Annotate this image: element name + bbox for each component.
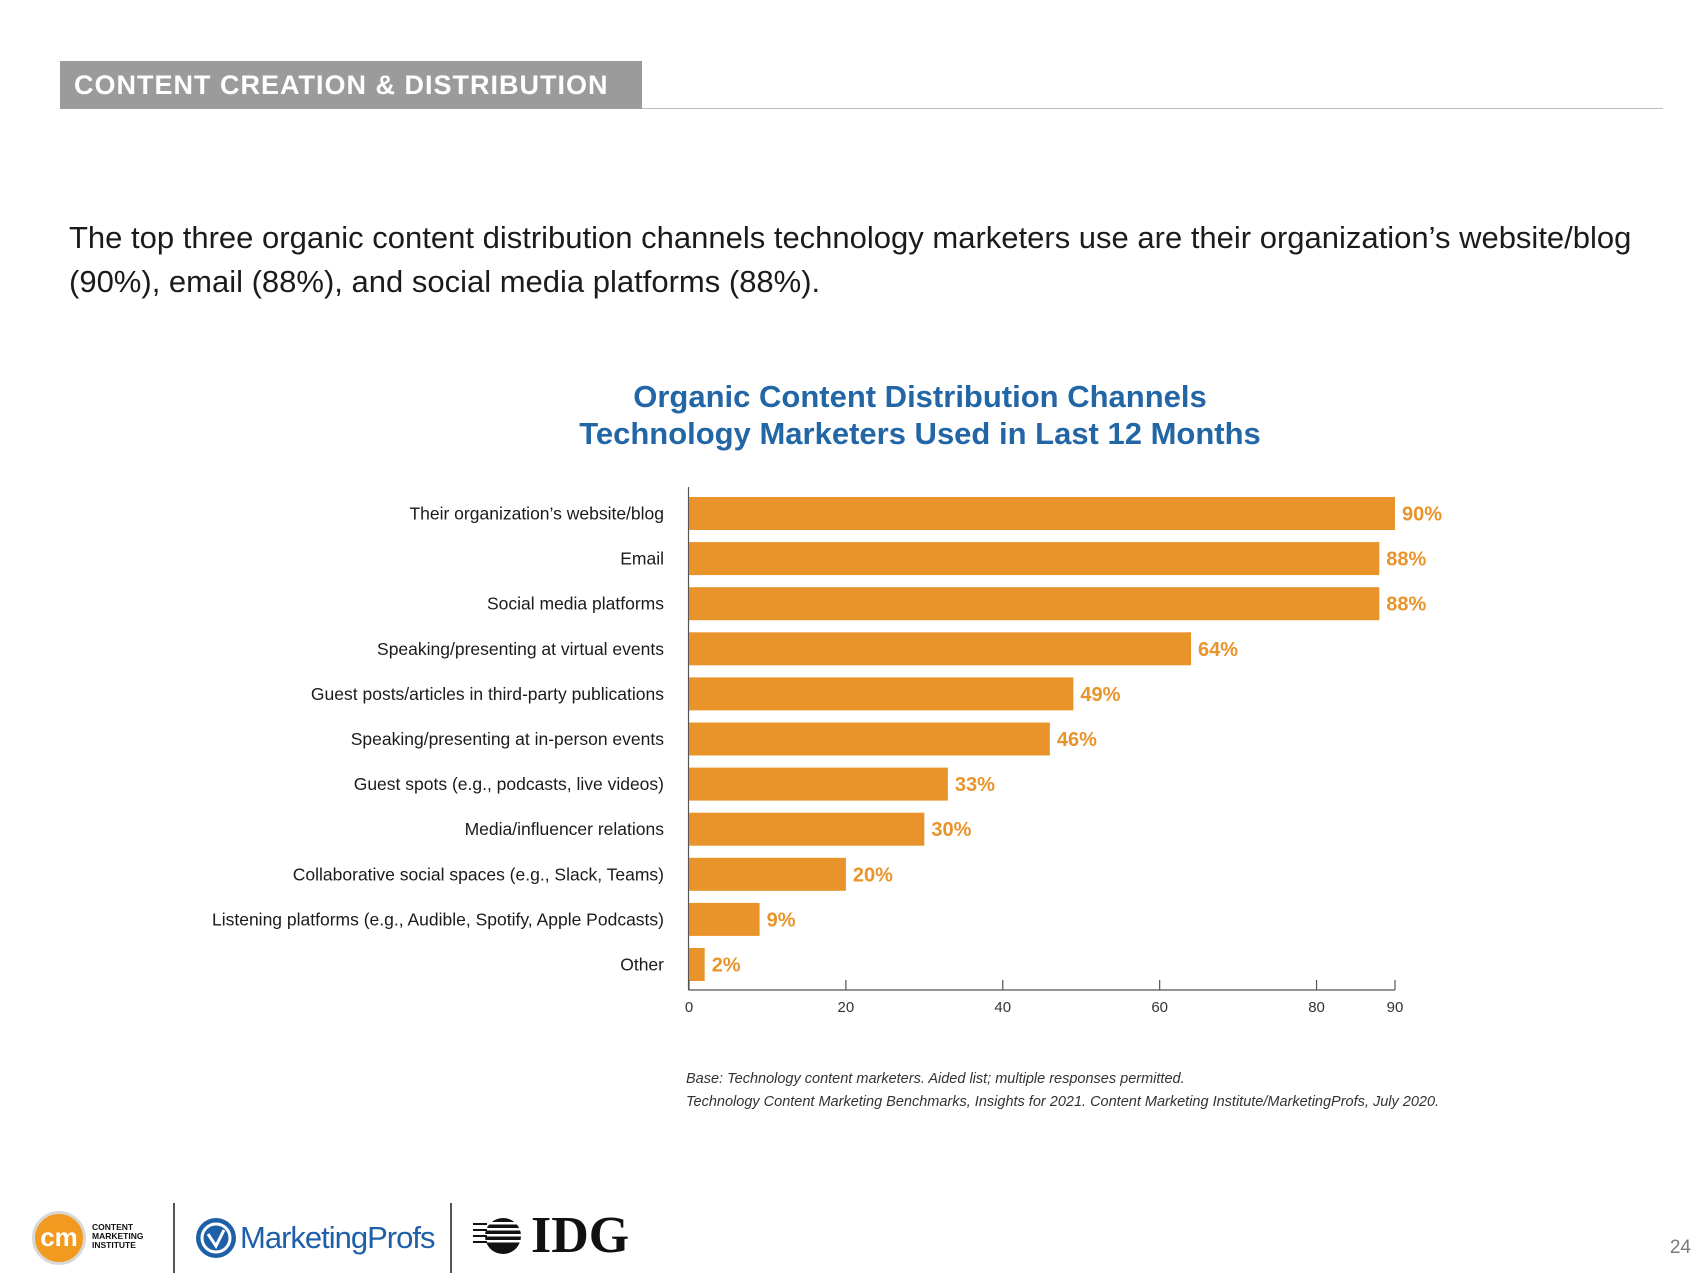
x-tick-label: 20 — [838, 999, 855, 1016]
bar — [689, 677, 1074, 711]
marketingprofs-wordmark: MarketingProfs — [240, 1220, 435, 1255]
data-label: 88% — [1386, 549, 1426, 571]
idg-globe-icon — [473, 1218, 529, 1254]
bar-chart: Their organization’s website/blog 90% Emai… — [212, 487, 1442, 1016]
category-label: Social media platforms — [487, 594, 664, 614]
bar — [689, 902, 760, 936]
bar — [689, 812, 925, 846]
cmi-line3: INSTITUTE — [92, 1240, 136, 1250]
bar — [689, 542, 1380, 576]
category-label: Listening platforms (e.g., Audible, Spot… — [212, 909, 664, 929]
cmi-line2: MARKETING — [92, 1231, 144, 1241]
data-label: 9% — [767, 909, 796, 931]
base-note: Base: Technology content marketers. Aide… — [686, 1071, 1185, 1087]
x-tick-label: 60 — [1151, 999, 1168, 1016]
x-tick-label: 80 — [1308, 999, 1325, 1016]
idg-wordmark: IDG — [531, 1207, 630, 1264]
category-label: Collaborative social spaces (e.g., Slack… — [293, 864, 664, 884]
cmi-logo-text: CONTENT MARKETING INSTITUTE — [92, 1223, 143, 1250]
bar — [689, 632, 1192, 666]
chart-title-line2: Technology Marketers Used in Last 12 Mon… — [579, 416, 1261, 451]
category-label: Other — [620, 955, 664, 975]
data-label: 33% — [955, 774, 995, 796]
bar — [689, 948, 705, 981]
x-tick-label: 90 — [1387, 999, 1404, 1016]
cmi-logo: cm CONTENT MARKETING INSTITUTE — [32, 1209, 172, 1269]
chart-title: Organic Content Distribution Channels Te… — [420, 378, 1420, 452]
bar — [689, 857, 846, 891]
category-label: Media/influencer relations — [465, 819, 665, 839]
source-note: Technology Content Marketing Benchmarks,… — [686, 1094, 1440, 1110]
data-label: 49% — [1080, 684, 1120, 706]
category-label: Guest posts/articles in third-party publ… — [311, 684, 664, 704]
data-label: 46% — [1057, 729, 1097, 751]
idg-logo: IDG — [473, 1208, 629, 1264]
category-label: Speaking/presenting at virtual events — [377, 639, 664, 659]
category-label: Their organization’s website/blog — [409, 504, 664, 524]
category-label: Speaking/presenting at in-person events — [351, 729, 665, 749]
bar — [689, 587, 1380, 621]
category-label: Email — [620, 549, 664, 569]
section-title: CONTENT CREATION & DISTRIBUTION — [60, 61, 642, 109]
data-label: 2% — [712, 955, 741, 977]
logo-separator — [173, 1203, 175, 1273]
data-label: 90% — [1402, 504, 1442, 526]
x-tick-label: 40 — [994, 999, 1011, 1016]
x-tick-label: 0 — [685, 999, 693, 1016]
page-number: 24 — [1669, 1237, 1691, 1258]
data-label: 20% — [853, 864, 893, 886]
data-label: 30% — [931, 819, 971, 841]
cmi-line1: CONTENT — [92, 1222, 134, 1232]
data-label: 88% — [1386, 594, 1426, 616]
marketingprofs-icon — [196, 1218, 236, 1258]
bar — [689, 497, 1395, 530]
bar — [689, 722, 1050, 756]
data-label: 64% — [1198, 639, 1238, 661]
header-rule — [60, 108, 1663, 109]
category-label: Guest spots (e.g., podcasts, live videos… — [354, 774, 664, 794]
bar — [689, 767, 948, 801]
intro-text: The top three organic content distributi… — [69, 220, 1632, 299]
chart-title-line1: Organic Content Distribution Channels — [633, 379, 1207, 414]
chart-notes: Base: Technology content marketers. Aide… — [686, 1068, 1439, 1114]
cmi-logo-mark: cm — [32, 1211, 86, 1265]
logo-separator — [450, 1203, 452, 1273]
